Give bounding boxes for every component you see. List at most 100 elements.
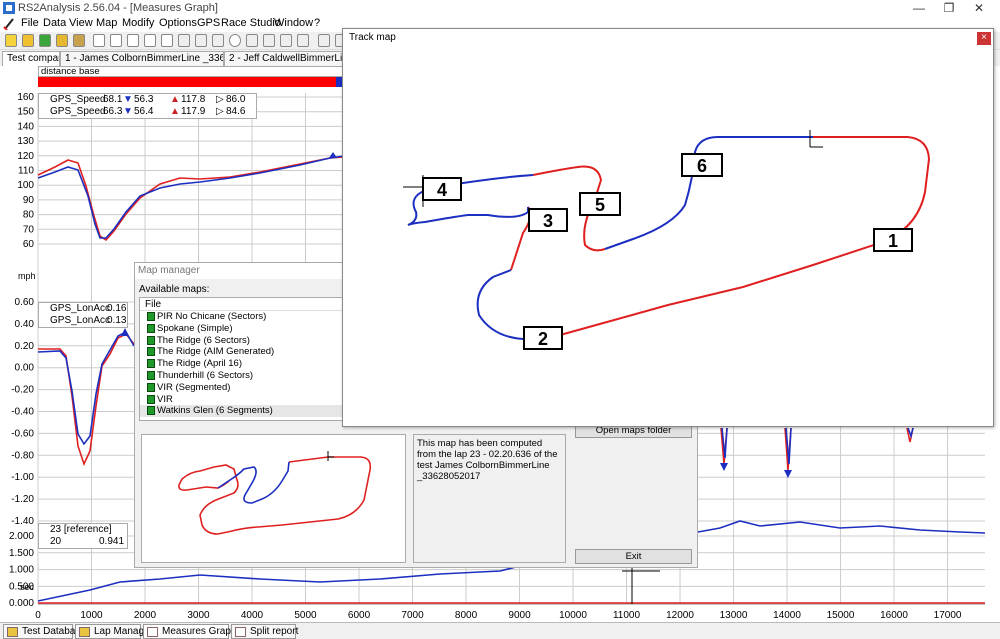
menu-view[interactable]: View xyxy=(69,17,93,29)
list-item[interactable]: The Ridge (6 Sectors) xyxy=(140,335,342,347)
menu-gps[interactable]: GPS xyxy=(197,17,221,29)
list-header[interactable]: File xyxy=(140,298,342,311)
menu-race-studio[interactable]: Race Studio xyxy=(221,17,281,29)
channel-name: GPS_Speed xyxy=(50,94,106,105)
grid-icon[interactable] xyxy=(318,34,330,47)
acc-tick-label: 0.20 xyxy=(15,341,35,352)
map-name: Thunderhill (6 Sectors) xyxy=(157,369,254,381)
sector-label-4: 4 xyxy=(422,177,462,201)
track-map-canvas[interactable]: 1 2 3 4 5 6 xyxy=(343,47,993,427)
close-icon[interactable]: ✕ xyxy=(973,1,985,15)
channels-icon[interactable] xyxy=(161,34,173,47)
histogram-icon[interactable] xyxy=(110,34,122,47)
acc-tick-label: -0.40 xyxy=(11,407,34,418)
menu-window[interactable]: Window xyxy=(274,17,314,29)
split-icon[interactable] xyxy=(212,34,224,47)
tab-measures-graph[interactable]: Measures Graph xyxy=(143,624,236,639)
speed-tick-label: 150 xyxy=(17,107,34,118)
print-icon[interactable] xyxy=(73,34,85,47)
list-item[interactable]: Thunderhill (6 Sectors) xyxy=(140,370,342,382)
x-tick-label: 14000 xyxy=(773,610,801,621)
menu-help[interactable]: ? xyxy=(314,17,321,29)
lap-name: 23 [reference] xyxy=(50,524,112,535)
distance-base-label: distance base xyxy=(38,66,344,77)
minimize-icon[interactable]: — xyxy=(913,1,925,15)
x-tick-label: 6000 xyxy=(348,610,371,621)
legend-row: GPS_LonAcc 0.16 xyxy=(39,303,127,315)
tab-test-compare[interactable]: Test compare xyxy=(2,51,60,66)
export-icon[interactable] xyxy=(56,34,68,47)
tab-split-report[interactable]: Split report xyxy=(231,624,299,639)
flag-icon xyxy=(147,406,155,416)
flag-icon xyxy=(147,394,155,404)
sector-text: 2 xyxy=(538,329,548,349)
exit-button[interactable]: Exit xyxy=(575,549,692,564)
time-tick-label: 0.500 xyxy=(9,581,34,592)
channel-max: 117.9 xyxy=(181,106,206,117)
time-tick-label: 2.000 xyxy=(9,531,34,542)
tab-lap-manager[interactable]: Lap Manager xyxy=(75,624,153,639)
tab-lap-2[interactable]: 2 - Jeff CaldwellBimmerLine _33 xyxy=(224,51,345,66)
list-item-selected[interactable]: Watkins Glen (6 Segments) xyxy=(140,405,342,418)
scatter-icon[interactable] xyxy=(127,34,139,47)
max-up-icon: ▲ xyxy=(170,94,180,105)
red-dot-icon xyxy=(42,96,49,103)
tab-test-database[interactable]: Test Database xyxy=(3,624,86,639)
graph-icon[interactable] xyxy=(93,34,105,47)
compare-icon[interactable] xyxy=(280,34,292,47)
blue-dot-icon xyxy=(42,538,49,545)
menu-options[interactable]: Options xyxy=(159,17,197,29)
x-tick-label: 8000 xyxy=(455,610,478,621)
track-icon[interactable] xyxy=(246,34,258,47)
time-tick-label: 1.000 xyxy=(9,565,34,576)
open-icon[interactable] xyxy=(5,34,17,47)
track-map-close-button[interactable]: × xyxy=(977,32,991,45)
speed-tick-label: 140 xyxy=(17,121,34,132)
restore-icon[interactable]: ❐ xyxy=(943,1,955,15)
x-tick-label: 0 xyxy=(35,610,41,621)
preview-track xyxy=(178,451,372,535)
acc-tick-label: -1.20 xyxy=(11,494,34,505)
gauge-icon[interactable] xyxy=(229,34,241,47)
tab-label: Split report xyxy=(250,626,299,637)
video-icon[interactable] xyxy=(263,34,275,47)
speed-tick-label: 120 xyxy=(17,151,34,162)
menu-data[interactable]: Data xyxy=(43,17,67,29)
list-item[interactable]: The Ridge (April 16) xyxy=(140,358,342,370)
menu-modify[interactable]: Modify xyxy=(122,17,155,29)
time-legend: 23 [reference] 20 0.941 xyxy=(38,523,128,549)
folder-icon[interactable] xyxy=(22,34,34,47)
time-tick-label: 0.000 xyxy=(9,598,34,609)
acc-tick-label: 0.00 xyxy=(15,363,35,374)
menu-file[interactable]: File xyxy=(21,17,39,29)
speed-tick-label: 80 xyxy=(23,210,35,221)
channel-max: 117.8 xyxy=(181,94,206,105)
list-item[interactable]: VIR xyxy=(140,394,342,406)
sector-label-6: 6 xyxy=(681,153,723,177)
tab-lap-1[interactable]: 1 - James ColbornBimmerLine _33628052017 xyxy=(60,51,224,66)
table-icon[interactable] xyxy=(178,34,190,47)
x-tick-label: 7000 xyxy=(401,610,424,621)
menu-map[interactable]: Map xyxy=(96,17,118,29)
x-tick-label: 16000 xyxy=(880,610,908,621)
list-item[interactable]: Spokane (Simple) xyxy=(140,323,342,335)
x-tick-label: 11000 xyxy=(613,610,641,621)
channel-min: 56.4 xyxy=(134,106,154,117)
channel-value: 66.3 xyxy=(103,106,123,117)
speed-tick-label: 160 xyxy=(17,92,34,103)
settings-icon[interactable] xyxy=(297,34,309,47)
report-icon[interactable] xyxy=(195,34,207,47)
math-icon[interactable] xyxy=(144,34,156,47)
track-segment-5 xyxy=(532,165,606,252)
download-icon[interactable] xyxy=(39,34,51,47)
list-item[interactable]: VIR (Segmented) xyxy=(140,382,342,394)
x-tick-label: 17000 xyxy=(934,610,962,621)
list-item[interactable]: PIR No Chicane (Sectors) xyxy=(140,311,342,323)
blue-dot-icon xyxy=(42,317,49,324)
maps-list[interactable]: File PIR No Chicane (Sectors) Spokane (S… xyxy=(139,297,343,421)
map-name: Spokane (Simple) xyxy=(157,322,233,334)
speed-tick-label: 130 xyxy=(17,136,34,147)
legend-row: 20 0.941 xyxy=(39,536,127,548)
sector-label-3: 3 xyxy=(528,208,568,232)
list-item[interactable]: The Ridge (AIM Generated) xyxy=(140,346,342,358)
